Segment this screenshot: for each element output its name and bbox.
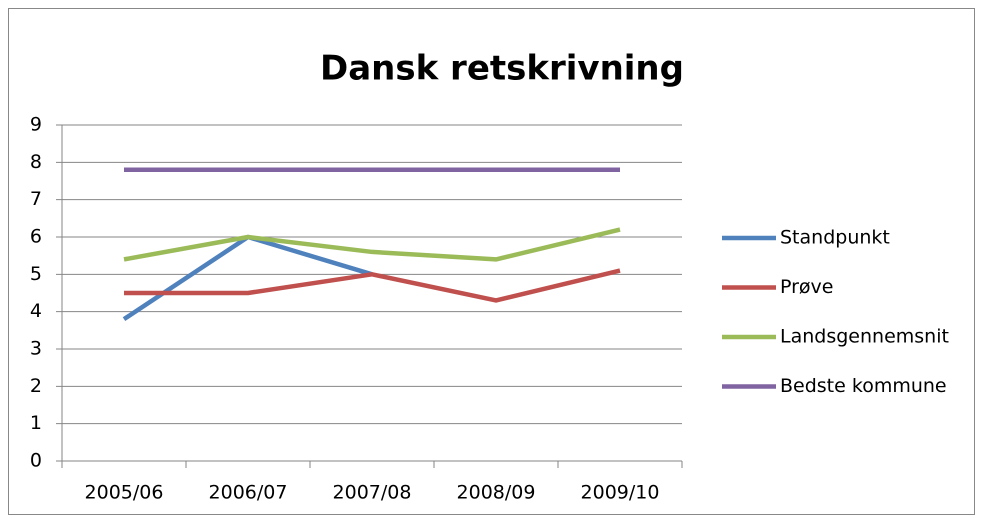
y-tick-label: 1 xyxy=(30,412,42,434)
y-tick-label: 7 xyxy=(30,188,42,210)
y-tick-label: 4 xyxy=(30,300,42,322)
chart-border xyxy=(8,8,975,515)
x-tick-label: 2008/09 xyxy=(457,482,536,504)
y-tick-label: 5 xyxy=(30,263,42,285)
series-line xyxy=(123,227,621,262)
y-tick-label: 9 xyxy=(30,114,42,136)
legend-label: Standpunkt xyxy=(780,227,890,249)
x-tick-label: 2007/08 xyxy=(333,482,412,504)
legend-label: Prøve xyxy=(780,276,834,298)
x-tick-label: 2005/06 xyxy=(85,482,164,504)
x-tick-label: 2006/07 xyxy=(209,482,288,504)
legend-label: Landsgennemsnit xyxy=(780,326,949,348)
x-tick-label: 2009/10 xyxy=(581,482,660,504)
y-tick-label: 6 xyxy=(30,226,42,248)
y-tick-label: 8 xyxy=(30,151,42,173)
y-tick-label: 3 xyxy=(30,338,42,360)
legend-label: Bedste kommune xyxy=(780,375,947,397)
chart-title: Dansk retskrivning xyxy=(320,49,684,89)
series-line xyxy=(124,268,621,303)
y-tick-label: 0 xyxy=(30,450,42,472)
y-tick-label: 2 xyxy=(30,375,42,397)
